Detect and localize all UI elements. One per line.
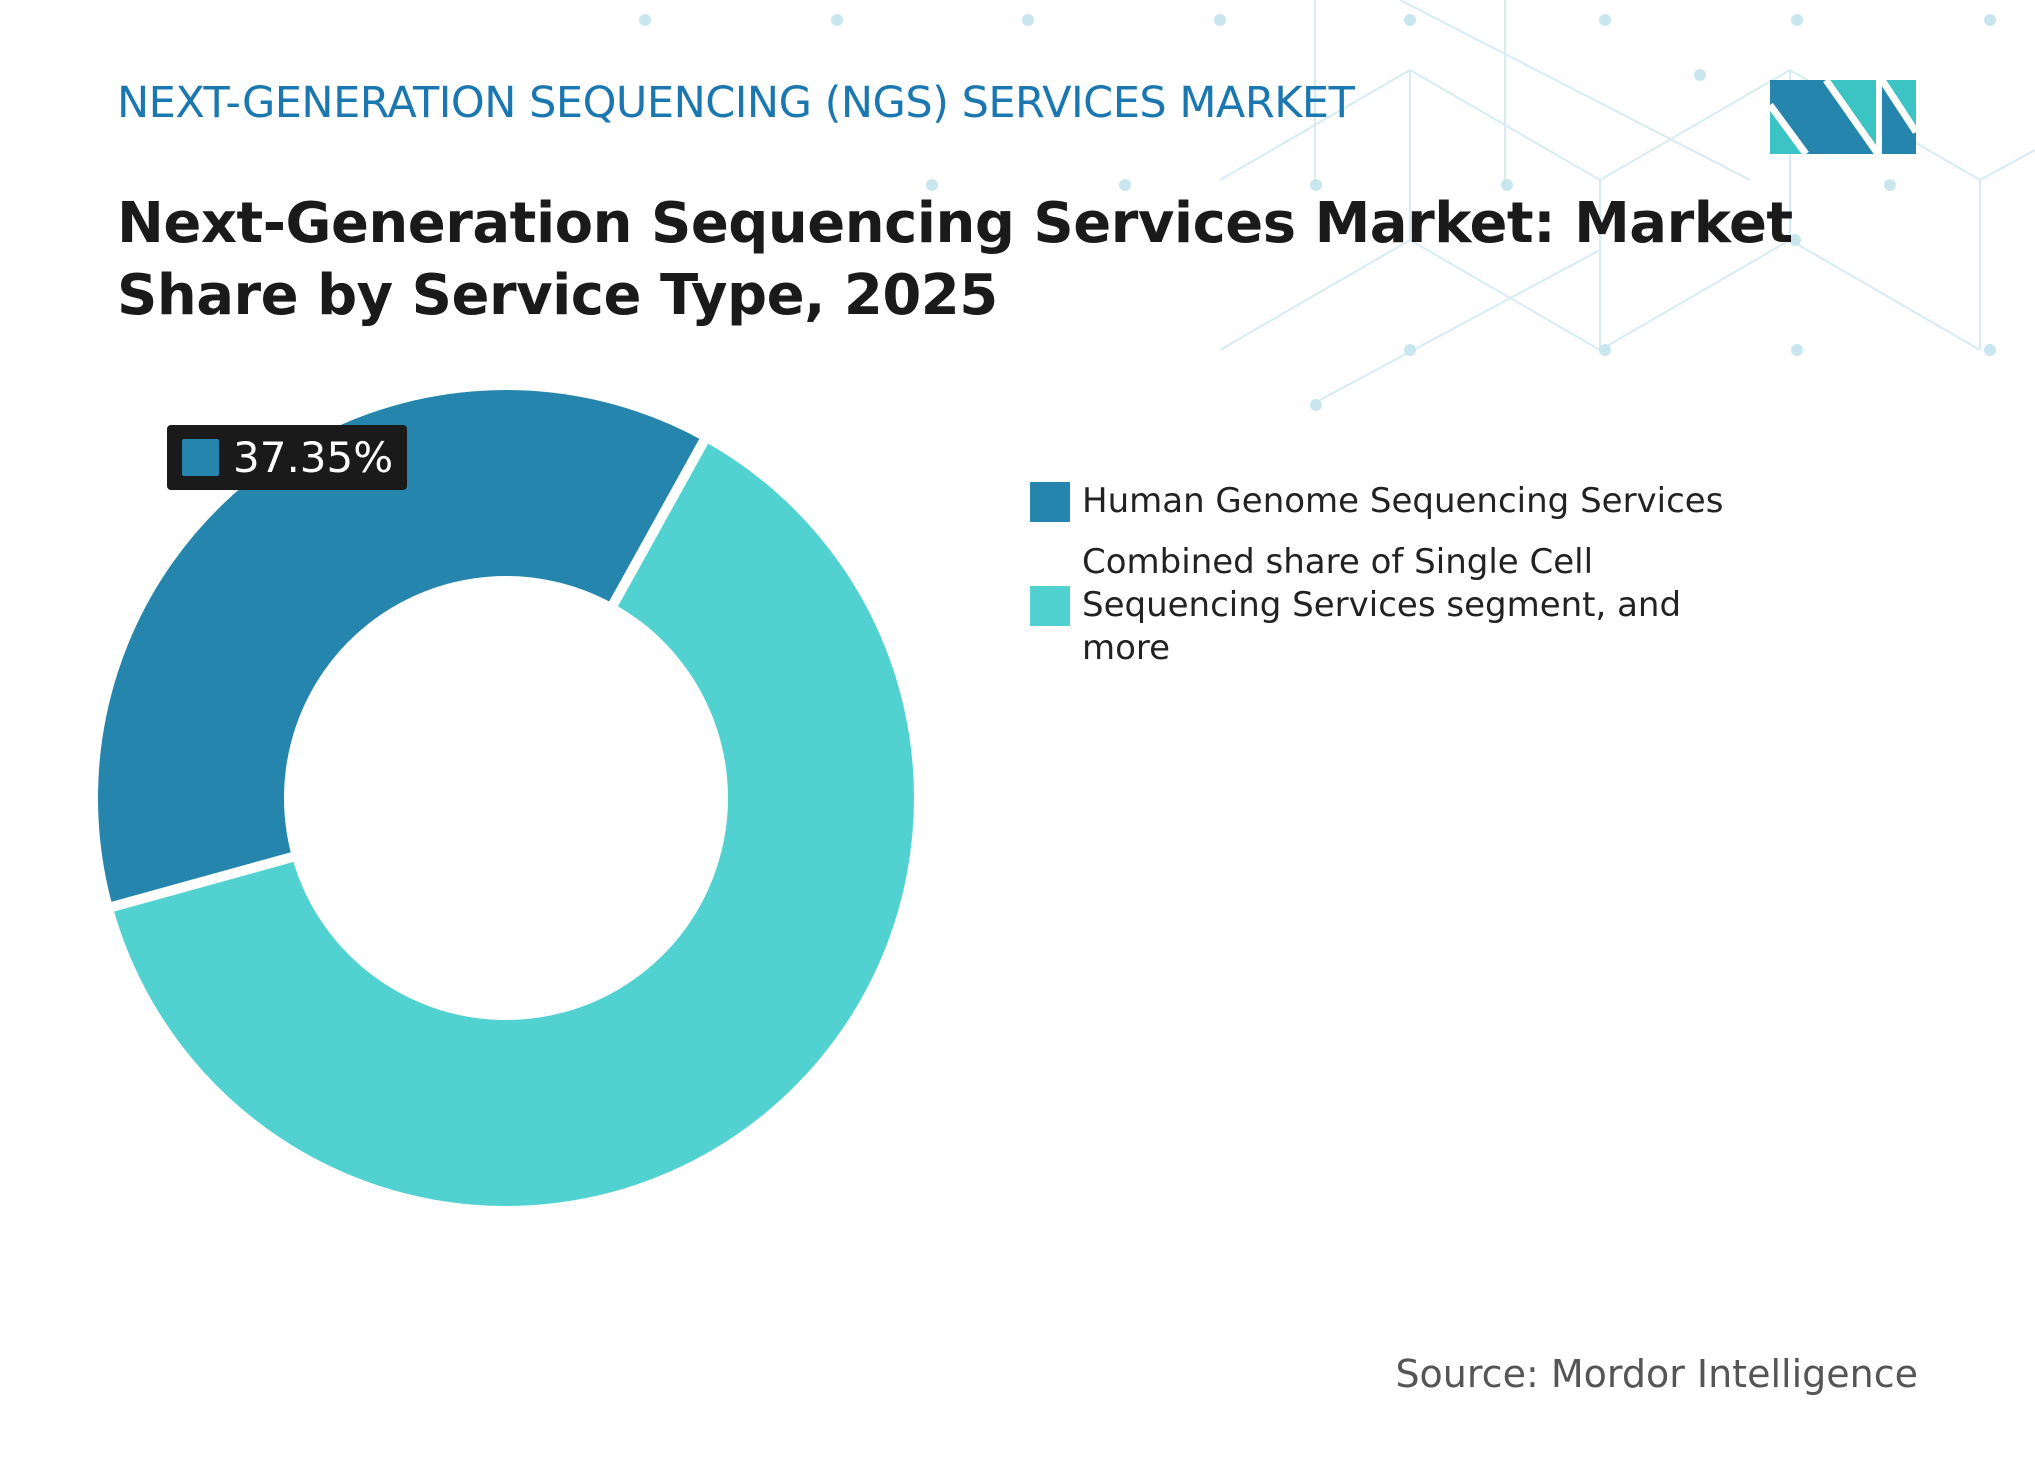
legend-swatch-1 [1030, 585, 1070, 626]
chart-subtitle: NEXT-GENERATION SEQUENCING (NGS) SERVICE… [117, 78, 1355, 128]
data-label-text: 37.35% [233, 433, 394, 482]
legend-item-0: Human Genome Sequencing Services [1030, 480, 1750, 523]
chart-title: Next-Generation Sequencing Services Mark… [117, 191, 1793, 328]
data-label-0: 37.35% [167, 425, 408, 490]
legend-label-0: Human Genome Sequencing Services [1082, 481, 1724, 521]
data-label-swatch [182, 439, 219, 476]
legend-item-1: Combined share of Single Cell Sequencing… [1030, 541, 1750, 670]
background-network-pattern [639, 0, 2035, 411]
mordor-logo [1770, 80, 1916, 154]
donut-chart [88, 380, 924, 1216]
legend-swatch-0 [1030, 481, 1070, 522]
legend-label-1: Combined share of Single Cell Sequencing… [1082, 542, 1682, 668]
donut-slice-0 [88, 380, 714, 915]
source-note: Source: Mordor Intelligence [1395, 1352, 1918, 1396]
legend: Human Genome Sequencing Services Combine… [1030, 480, 1750, 688]
donut-slice-1 [101, 429, 924, 1216]
